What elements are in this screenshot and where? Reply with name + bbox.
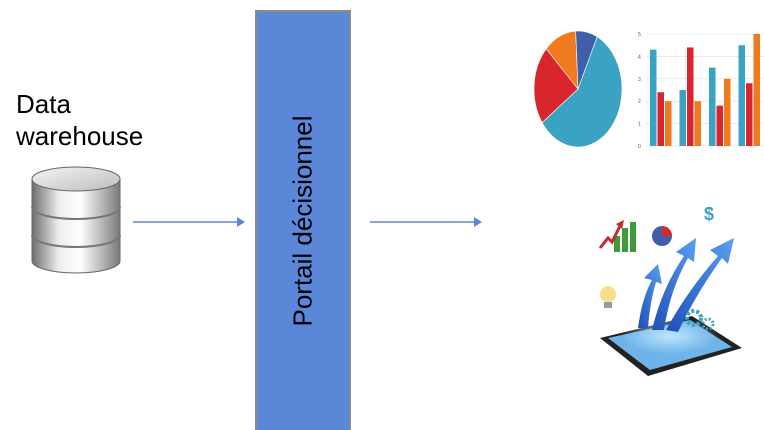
pie-slice — [541, 36, 623, 148]
pie-chart-icon — [533, 30, 623, 148]
bar — [753, 34, 760, 146]
database-icon — [31, 166, 121, 274]
bar — [687, 47, 694, 146]
bar — [738, 45, 745, 147]
source-label: Data warehouse — [16, 88, 143, 152]
svg-text:$: $ — [704, 204, 714, 224]
bar — [650, 49, 657, 146]
growth-tablet-icon: $ — [598, 204, 742, 376]
pie-slice — [575, 30, 598, 90]
bar — [746, 83, 753, 146]
y-tick-label: 2 — [638, 99, 641, 105]
source-label-line1: Data — [16, 89, 71, 119]
bar — [716, 105, 723, 146]
y-tick-label: 0 — [638, 144, 641, 150]
y-tick-label: 1 — [638, 122, 641, 128]
y-tick-label: 5 — [638, 32, 641, 38]
arrow-to-portal — [133, 217, 245, 227]
portal-label: Portail décisionnel — [287, 115, 318, 327]
bar — [665, 101, 672, 146]
bar — [657, 92, 664, 146]
bar — [724, 78, 731, 146]
source-label-line2: warehouse — [16, 121, 144, 151]
y-tick-label: 4 — [638, 54, 641, 60]
arrow-to-outputs — [370, 217, 482, 227]
pie-slice — [533, 48, 579, 124]
bar-chart-icon: 0 1 2 3 4 5 — [638, 32, 764, 150]
bar — [709, 67, 716, 146]
portal-box: Portail décisionnel — [255, 10, 351, 430]
bar — [694, 101, 701, 146]
bar — [679, 90, 686, 146]
y-tick-label: 3 — [638, 77, 641, 83]
